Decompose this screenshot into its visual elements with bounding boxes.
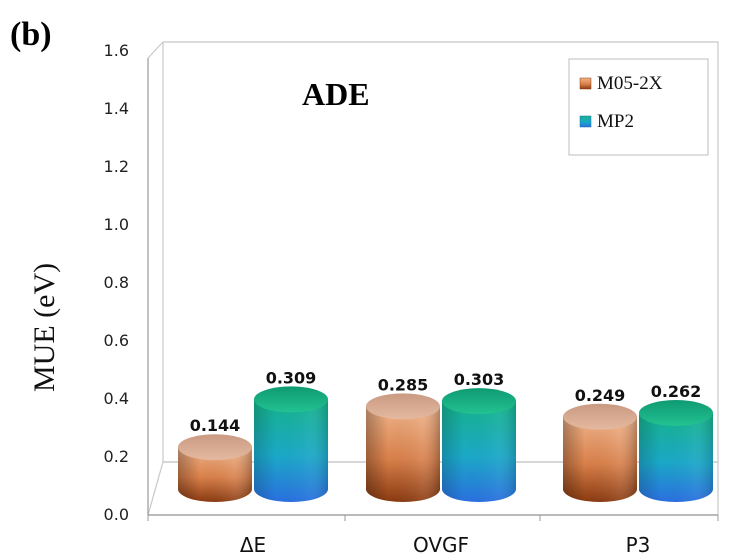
bar-top bbox=[366, 393, 440, 420]
chart-title: ADE bbox=[302, 76, 370, 112]
legend-label-m05-2x: M05-2X bbox=[597, 73, 663, 94]
x-axis-ticks: ΔE OVGF P3 bbox=[147, 515, 719, 557]
y-tick-label: 0.0 bbox=[104, 505, 129, 524]
x-tick-label: P3 bbox=[626, 533, 651, 557]
y-tick-label: 1.0 bbox=[104, 215, 129, 234]
bar bbox=[563, 403, 637, 502]
data-label: 0.285 bbox=[378, 375, 429, 394]
bar-shading bbox=[254, 399, 328, 502]
bar bbox=[442, 388, 516, 502]
y-tick-label: 0.2 bbox=[104, 447, 129, 466]
y-tick-label: 0.8 bbox=[104, 273, 129, 292]
legend-swatch-m05-2x bbox=[579, 77, 592, 90]
bar-shading bbox=[178, 447, 252, 502]
legend: M05-2X MP2 bbox=[568, 58, 709, 156]
bar-shading bbox=[563, 416, 637, 502]
y-tick-label: 1.2 bbox=[104, 157, 129, 176]
y-axis-ticks: 0.0 0.2 0.4 0.6 0.8 1.0 1.2 1.4 1.6 bbox=[104, 41, 129, 524]
bar bbox=[254, 386, 328, 502]
y-axis-label: MUE (eV) bbox=[28, 263, 61, 392]
bar bbox=[178, 434, 252, 502]
legend-box bbox=[568, 58, 709, 156]
bar-top bbox=[442, 388, 516, 415]
bar-top bbox=[178, 434, 252, 461]
bar-top bbox=[639, 400, 713, 427]
legend-label-mp2: MP2 bbox=[597, 111, 634, 132]
bar bbox=[639, 400, 713, 502]
bars bbox=[178, 386, 713, 502]
y-tick-label: 1.6 bbox=[104, 41, 129, 60]
bar-shading bbox=[442, 401, 516, 502]
legend-swatch-mp2 bbox=[579, 115, 592, 128]
data-label: 0.262 bbox=[651, 382, 702, 401]
bar-top bbox=[563, 403, 637, 430]
data-labels: 0.144 0.309 0.285 0.303 0.249 0.262 bbox=[190, 368, 702, 435]
x-tick-label: ΔE bbox=[240, 533, 266, 557]
data-label: 0.309 bbox=[266, 368, 317, 387]
bar-shading bbox=[366, 406, 440, 502]
bar-shading bbox=[639, 413, 713, 502]
y-tick-label: 0.6 bbox=[104, 331, 129, 350]
panel-label: (b) bbox=[10, 16, 52, 53]
data-label: 0.249 bbox=[575, 386, 626, 405]
side-top-edge bbox=[147, 41, 164, 59]
bar-top bbox=[254, 386, 328, 413]
x-tick-label: OVGF bbox=[413, 533, 469, 557]
y-tick-label: 0.4 bbox=[104, 389, 129, 408]
chart-frame bbox=[147, 41, 719, 516]
bar bbox=[366, 393, 440, 502]
data-label: 0.303 bbox=[454, 370, 505, 389]
y-tick-label: 1.4 bbox=[104, 99, 129, 118]
data-label: 0.144 bbox=[190, 416, 241, 435]
